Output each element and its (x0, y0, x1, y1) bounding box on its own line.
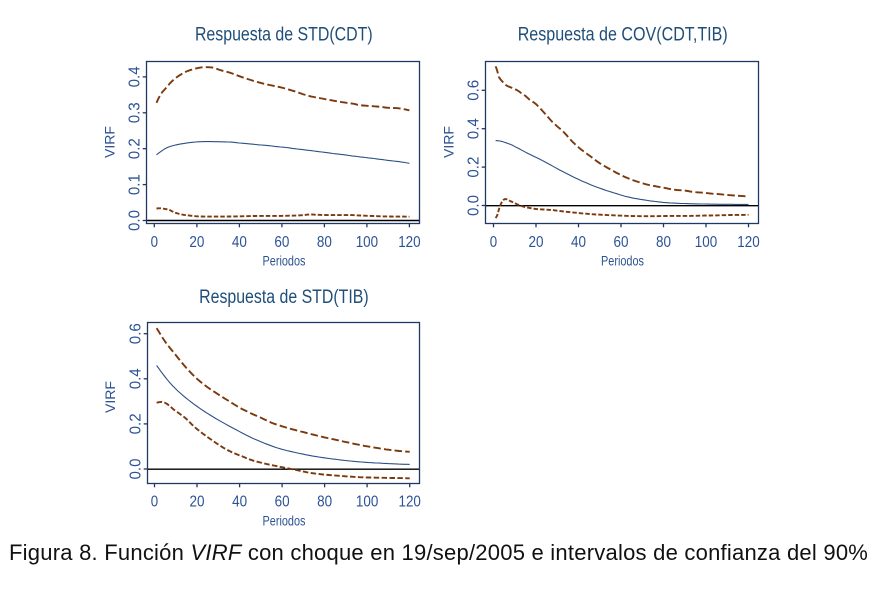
svg-text:0: 0 (151, 234, 158, 251)
svg-text:VIRF: VIRF (441, 126, 457, 158)
svg-text:40: 40 (232, 494, 247, 511)
svg-text:0.4: 0.4 (128, 368, 145, 389)
svg-text:100: 100 (695, 234, 717, 251)
svg-text:0.0: 0.0 (127, 210, 144, 231)
svg-text:120: 120 (398, 234, 420, 251)
svg-text:40: 40 (232, 234, 247, 251)
svg-text:40: 40 (571, 234, 586, 251)
svg-text:0.2: 0.2 (128, 413, 145, 434)
svg-text:Respuesta de COV(CDT,TIB): Respuesta de COV(CDT,TIB) (518, 24, 728, 45)
svg-text:80: 80 (317, 234, 332, 251)
svg-text:20: 20 (529, 234, 544, 251)
svg-text:100: 100 (356, 234, 378, 251)
svg-text:0.4: 0.4 (466, 118, 483, 139)
svg-text:20: 20 (190, 494, 205, 511)
svg-text:0.2: 0.2 (127, 138, 144, 159)
svg-text:0.0: 0.0 (466, 195, 483, 216)
svg-text:80: 80 (656, 234, 671, 251)
svg-text:60: 60 (614, 234, 629, 251)
svg-text:120: 120 (399, 494, 421, 511)
svg-text:0.4: 0.4 (127, 66, 144, 87)
svg-text:VIRF: VIRF (102, 126, 118, 158)
svg-text:0: 0 (151, 494, 158, 511)
svg-text:60: 60 (274, 234, 289, 251)
svg-text:Periodos: Periodos (601, 254, 644, 269)
svg-text:0.0: 0.0 (128, 458, 145, 479)
svg-text:0.2: 0.2 (466, 157, 483, 178)
svg-text:0.6: 0.6 (128, 323, 145, 344)
svg-text:120: 120 (737, 234, 759, 251)
svg-text:Respuesta de STD(TIB): Respuesta de STD(TIB) (199, 287, 369, 308)
svg-text:0.1: 0.1 (127, 174, 144, 195)
svg-text:Periodos: Periodos (263, 254, 306, 269)
svg-text:20: 20 (189, 234, 204, 251)
svg-text:VIRF: VIRF (102, 381, 118, 413)
svg-text:0: 0 (490, 234, 497, 251)
svg-text:80: 80 (317, 494, 332, 511)
svg-text:0.3: 0.3 (127, 102, 144, 123)
svg-text:0.6: 0.6 (466, 80, 483, 101)
svg-text:Periodos: Periodos (263, 514, 306, 529)
svg-text:100: 100 (356, 494, 378, 511)
svg-text:Respuesta de STD(CDT): Respuesta de STD(CDT) (195, 24, 373, 45)
svg-text:60: 60 (275, 494, 290, 511)
